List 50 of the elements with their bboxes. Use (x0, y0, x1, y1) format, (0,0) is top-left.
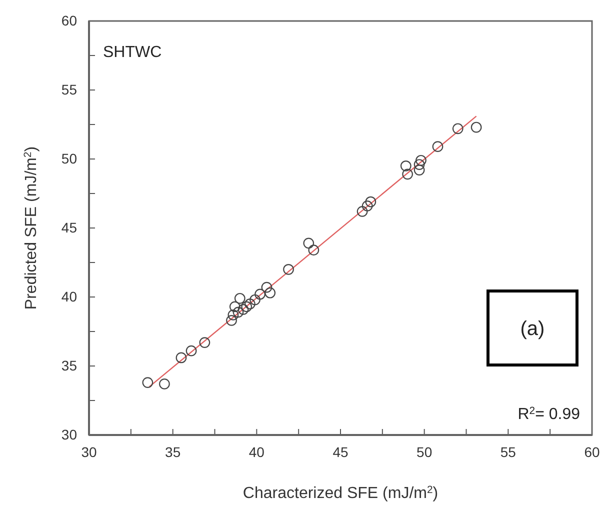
x-tick-label: 45 (332, 444, 348, 460)
annotation: (a) (520, 318, 545, 340)
point (303, 238, 314, 249)
x-tick-label: 40 (248, 444, 265, 460)
point (232, 306, 244, 318)
point (226, 315, 237, 326)
point (241, 301, 252, 312)
point (400, 160, 412, 172)
y-tick-label: 30 (61, 426, 78, 442)
point (234, 292, 246, 304)
x-axis-title: Characterized SFE (mJ/m$^{2}$) (242, 484, 438, 502)
point (356, 206, 368, 217)
annotation: R$^{2}$= 0.99 (518, 406, 580, 423)
point (254, 288, 266, 300)
point (250, 294, 260, 306)
x-tick-label: 55 (500, 444, 516, 460)
x-tick-label: 35 (165, 444, 181, 460)
point (176, 352, 187, 364)
point (229, 301, 240, 312)
point (199, 337, 210, 348)
annotation: SHTWC (103, 44, 162, 61)
point (228, 310, 239, 320)
point (264, 287, 276, 298)
y-tick-label: 55 (61, 81, 78, 98)
y-tick-label: 35 (61, 357, 78, 374)
point (365, 196, 376, 208)
y-tick-label: 60 (61, 12, 78, 28)
point (244, 298, 256, 310)
point (142, 377, 154, 388)
point (414, 159, 425, 170)
x-tick-label: 30 (81, 444, 97, 460)
point (416, 154, 426, 166)
point (261, 282, 272, 293)
point (432, 141, 444, 152)
y-tick-label: 45 (61, 219, 78, 236)
point (470, 122, 482, 133)
y-tick-label: 40 (61, 288, 78, 304)
label-box: (a) (486, 290, 578, 366)
point (186, 345, 197, 356)
point (362, 200, 373, 212)
point (238, 304, 249, 315)
point (452, 123, 464, 134)
point (283, 264, 294, 275)
point (159, 378, 170, 390)
point (308, 244, 320, 256)
point (414, 164, 425, 176)
point (402, 168, 414, 180)
x-tick-label: 50 (416, 444, 432, 460)
y-tick-label: 50 (61, 150, 78, 166)
x-tick-label: 60 (584, 444, 600, 460)
